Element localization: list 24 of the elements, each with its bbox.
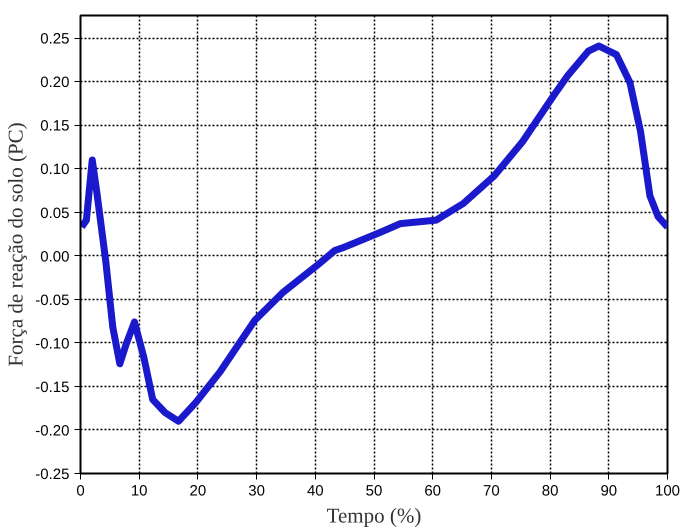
y-tick-label: 0.10 — [40, 161, 70, 178]
x-tick-label: 80 — [542, 482, 558, 500]
y-tick-label: 0.15 — [40, 118, 70, 135]
x-tick-label: 40 — [306, 482, 324, 500]
x-axis-title: Tempo (%) — [326, 504, 422, 528]
y-tick-label: 0.25 — [40, 30, 70, 48]
y-tick-label: -0.20 — [35, 422, 70, 440]
x-tick-label: 100 — [654, 482, 680, 500]
y-tick-label: -0.05 — [35, 292, 70, 309]
y-tick-label: -0.10 — [35, 335, 70, 352]
x-tick-label: 20 — [190, 482, 206, 500]
y-tick-label: -0.15 — [35, 378, 70, 396]
y-axis-title: Força de reação do solo (PC) — [3, 122, 28, 367]
x-tick-label: 50 — [366, 482, 382, 500]
x-tick-label: 90 — [600, 482, 618, 500]
x-tick-label: 30 — [248, 482, 265, 500]
x-tick-label: 60 — [424, 482, 442, 500]
y-tick-label: -0.25 — [35, 466, 70, 483]
y-tick-label: 0.00 — [40, 248, 70, 266]
x-tick-label: 10 — [130, 482, 148, 500]
y-tick-label: 0.20 — [40, 74, 70, 92]
y-tick-label: 0.05 — [40, 204, 70, 222]
x-tick-label: 0 — [76, 482, 85, 500]
x-tick-label: 70 — [483, 482, 500, 500]
